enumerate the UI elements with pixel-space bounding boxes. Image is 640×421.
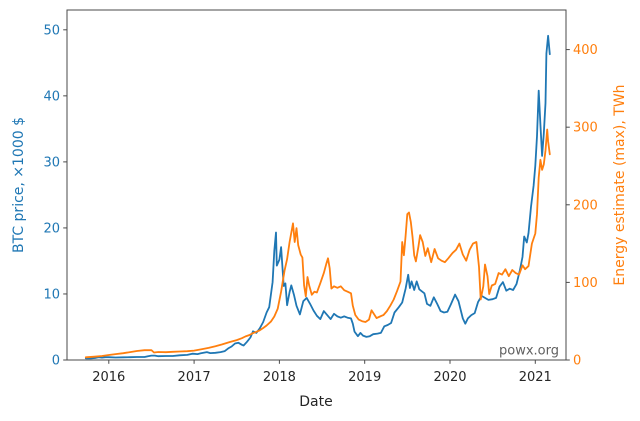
y-tick-label-left: 10 (43, 287, 60, 302)
y-tick-label-right: 400 (573, 43, 598, 58)
y-axis-ticks-right: 0 100 200 300 400 (566, 43, 598, 369)
y-tick-label-left: 40 (43, 89, 60, 104)
x-tick-label: 2018 (263, 370, 296, 385)
btc-price-line (84, 34, 551, 360)
x-axis-ticks: 2016 2017 2018 2019 2020 2021 (92, 360, 552, 385)
y-axis-ticks-left: 0 10 20 30 40 50 (43, 23, 67, 369)
y-tick-label-right: 200 (573, 198, 598, 213)
y-tick-label-left: 20 (43, 221, 60, 236)
y-tick-label-right: 0 (573, 354, 581, 369)
y-tick-label-left: 50 (43, 23, 60, 38)
energy-estimate-line (84, 128, 551, 359)
x-tick-label: 2020 (433, 370, 466, 385)
y-tick-label-right: 100 (573, 276, 598, 291)
y-tick-label-left: 30 (43, 155, 60, 170)
x-tick-label: 2017 (178, 370, 211, 385)
x-tick-label: 2021 (519, 370, 552, 385)
x-tick-label: 2016 (92, 370, 125, 385)
y-tick-label-right: 300 (573, 121, 598, 136)
y-tick-label-left: 0 (52, 354, 60, 369)
watermark-text: powx.org (499, 343, 559, 359)
y-axis-label-right: Energy estimate (max), TWh (612, 84, 628, 286)
y-axis-label-left: BTC price, ×1000 $ (11, 116, 27, 254)
x-tick-label: 2019 (348, 370, 381, 385)
x-axis-label: Date (299, 394, 333, 410)
plot-frame (66, 9, 567, 361)
